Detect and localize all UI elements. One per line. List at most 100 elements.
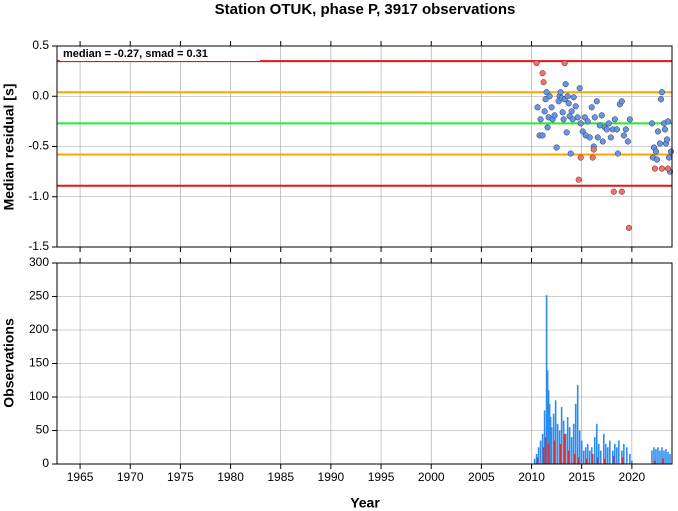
- data-point: [605, 120, 612, 127]
- bar: [663, 450, 665, 464]
- bar: [566, 417, 569, 464]
- x-tick-label: 2010: [518, 470, 545, 484]
- data-point: [654, 128, 662, 135]
- bar: [544, 437, 547, 464]
- data-point: [581, 114, 588, 121]
- bar: [593, 437, 596, 464]
- data-point: [542, 96, 549, 103]
- data-point: [656, 140, 664, 147]
- bar: [653, 447, 655, 464]
- bar: [597, 443, 600, 464]
- x-tick-label: 1975: [167, 470, 194, 484]
- bar: [570, 437, 573, 464]
- data-point: [594, 134, 601, 141]
- bar: [576, 384, 579, 464]
- y-tick-label: 300: [29, 255, 49, 269]
- bar: [536, 457, 539, 464]
- bar: [541, 433, 544, 464]
- bar: [553, 440, 556, 464]
- y-tick-label: 0.0: [32, 88, 49, 102]
- data-point: [559, 109, 566, 116]
- data-point: [562, 81, 569, 88]
- bar: [614, 443, 616, 464]
- data-point: [620, 132, 627, 139]
- y-tick-label: 200: [29, 322, 49, 336]
- bar: [631, 460, 633, 464]
- data-point: [596, 122, 603, 129]
- bar: [657, 447, 659, 464]
- bar: [590, 447, 593, 464]
- chart-title: Station OTUK, phase P, 3917 observations: [215, 1, 516, 18]
- data-point: [557, 89, 564, 96]
- bar: [584, 447, 587, 464]
- data-point: [575, 176, 582, 183]
- bar: [574, 403, 577, 464]
- bar: [585, 458, 588, 464]
- bar: [535, 453, 538, 464]
- data-point: [614, 150, 621, 157]
- data-point: [664, 165, 672, 172]
- data-point: [540, 79, 547, 86]
- data-point: [588, 104, 595, 111]
- bar: [618, 440, 620, 464]
- data-point: [569, 116, 576, 123]
- bar: [655, 449, 657, 464]
- data-point: [651, 165, 658, 172]
- bar: [568, 427, 571, 464]
- bar: [602, 433, 605, 464]
- bar: [552, 413, 555, 464]
- data-point: [544, 124, 551, 131]
- data-point: [533, 60, 540, 67]
- data-point: [553, 144, 560, 151]
- bar: [616, 447, 618, 464]
- y-tick-label: 150: [29, 356, 49, 370]
- x-axis-title: Year: [350, 495, 380, 511]
- bar: [667, 451, 669, 464]
- data-point: [576, 85, 583, 92]
- y-axis-title: Median residual [s]: [1, 84, 17, 211]
- plot-frame: [56, 45, 673, 248]
- annotation: median = -0.27, smad = 0.31: [63, 48, 208, 60]
- data-point: [626, 116, 633, 123]
- bar: [554, 400, 557, 464]
- data-point: [607, 134, 614, 141]
- data-point: [599, 138, 606, 145]
- data-point: [591, 114, 598, 121]
- data-point: [561, 60, 568, 67]
- bar: [563, 433, 566, 464]
- data-point: [653, 156, 661, 163]
- data-point: [539, 70, 546, 77]
- bar: [669, 453, 671, 464]
- x-tick-label: 1980: [217, 470, 244, 484]
- annotation-background: [60, 48, 260, 61]
- y-axis-title: Observations: [1, 318, 17, 408]
- bar: [604, 443, 607, 464]
- data-point: [664, 118, 672, 125]
- data-point: [658, 165, 666, 172]
- x-tick-label: 1970: [117, 470, 144, 484]
- bar: [603, 458, 606, 464]
- data-point: [618, 188, 625, 195]
- bar: [567, 450, 570, 464]
- y-tick-label: 100: [29, 389, 49, 403]
- bar: [572, 423, 575, 464]
- data-point: [579, 128, 586, 135]
- bar: [613, 455, 615, 464]
- data-point: [590, 146, 597, 153]
- bar: [622, 457, 624, 464]
- bar: [623, 443, 625, 464]
- bar: [608, 440, 611, 464]
- plot-frame: [56, 262, 673, 465]
- bar: [586, 443, 589, 464]
- x-tick-label: 1990: [318, 470, 345, 484]
- bar: [659, 450, 661, 464]
- bar: [596, 457, 599, 464]
- data-point: [537, 116, 544, 123]
- y-tick-label: -1.5: [28, 239, 49, 253]
- data-point: [577, 154, 584, 161]
- data-point: [568, 108, 575, 115]
- data-point: [661, 126, 669, 133]
- x-tick-label: 2000: [418, 470, 445, 484]
- x-tick-label: 2020: [619, 470, 646, 484]
